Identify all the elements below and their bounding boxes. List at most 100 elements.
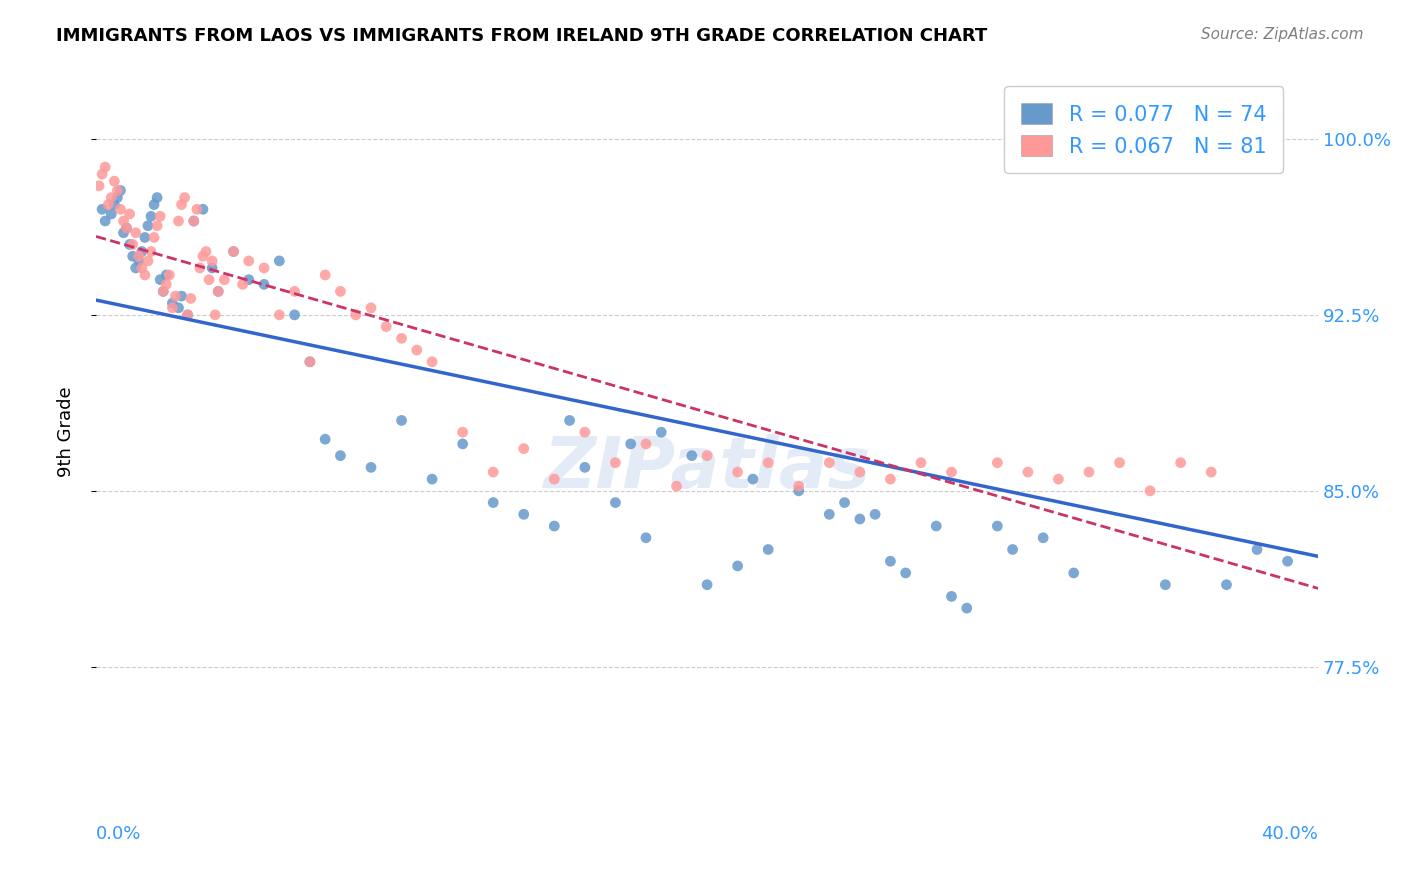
Point <box>941 465 963 479</box>
Point <box>238 253 260 268</box>
Point <box>513 442 536 456</box>
Point <box>204 308 226 322</box>
Point <box>112 214 135 228</box>
Point <box>329 449 352 463</box>
Point <box>143 230 166 244</box>
Point <box>391 331 413 345</box>
Point <box>170 289 193 303</box>
Point <box>191 249 214 263</box>
Point <box>834 495 856 509</box>
Point <box>176 308 198 322</box>
Point <box>756 456 779 470</box>
Point <box>136 253 159 268</box>
Point <box>170 197 193 211</box>
Point <box>818 456 841 470</box>
Point <box>110 184 132 198</box>
Point <box>121 249 143 263</box>
Point <box>149 273 172 287</box>
Point <box>100 207 122 221</box>
Point <box>375 319 398 334</box>
Point <box>1108 456 1130 470</box>
Point <box>543 519 565 533</box>
Point <box>207 285 229 299</box>
Point <box>329 285 352 299</box>
Point <box>146 219 169 233</box>
Point <box>91 202 114 217</box>
Point <box>787 479 810 493</box>
Point <box>574 425 596 440</box>
Point <box>91 167 114 181</box>
Point <box>513 508 536 522</box>
Point <box>849 512 872 526</box>
Point <box>176 308 198 322</box>
Point <box>188 260 211 275</box>
Point <box>360 460 382 475</box>
Point <box>910 456 932 470</box>
Point <box>482 495 505 509</box>
Point <box>696 577 718 591</box>
Point <box>155 268 177 282</box>
Point <box>180 292 202 306</box>
Point <box>482 465 505 479</box>
Point <box>128 249 150 263</box>
Point <box>314 268 336 282</box>
Point <box>634 437 657 451</box>
Point <box>118 207 141 221</box>
Point <box>986 456 1008 470</box>
Point <box>956 601 979 615</box>
Point <box>191 202 214 217</box>
Point <box>238 273 260 287</box>
Point <box>391 413 413 427</box>
Point <box>620 437 643 451</box>
Point <box>1246 542 1268 557</box>
Point <box>165 289 187 303</box>
Point <box>879 554 901 568</box>
Point <box>125 226 148 240</box>
Point <box>558 413 581 427</box>
Text: ZIPatlas: ZIPatlas <box>543 434 870 503</box>
Point <box>173 190 195 204</box>
Point <box>134 268 156 282</box>
Point <box>152 285 174 299</box>
Point <box>195 244 218 259</box>
Point <box>681 449 703 463</box>
Point <box>314 432 336 446</box>
Point <box>162 301 184 315</box>
Point <box>665 479 688 493</box>
Point <box>360 301 382 315</box>
Point <box>879 472 901 486</box>
Point <box>201 260 224 275</box>
Point <box>115 221 138 235</box>
Point <box>149 210 172 224</box>
Point <box>105 190 128 204</box>
Point <box>146 190 169 204</box>
Point <box>420 355 443 369</box>
Point <box>894 566 917 580</box>
Point <box>727 465 749 479</box>
Point <box>214 273 236 287</box>
Point <box>139 210 162 224</box>
Point <box>143 197 166 211</box>
Point <box>696 449 718 463</box>
Point <box>986 519 1008 533</box>
Point <box>605 495 627 509</box>
Point <box>650 425 672 440</box>
Point <box>222 244 245 259</box>
Point <box>155 277 177 292</box>
Point <box>125 260 148 275</box>
Point <box>1001 542 1024 557</box>
Point <box>818 508 841 522</box>
Point <box>103 174 125 188</box>
Point <box>100 190 122 204</box>
Point <box>574 460 596 475</box>
Point <box>131 260 153 275</box>
Point <box>298 355 321 369</box>
Point <box>863 508 886 522</box>
Point <box>1032 531 1054 545</box>
Point <box>269 253 291 268</box>
Point <box>162 296 184 310</box>
Point <box>112 226 135 240</box>
Point <box>543 472 565 486</box>
Point <box>131 244 153 259</box>
Point <box>787 483 810 498</box>
